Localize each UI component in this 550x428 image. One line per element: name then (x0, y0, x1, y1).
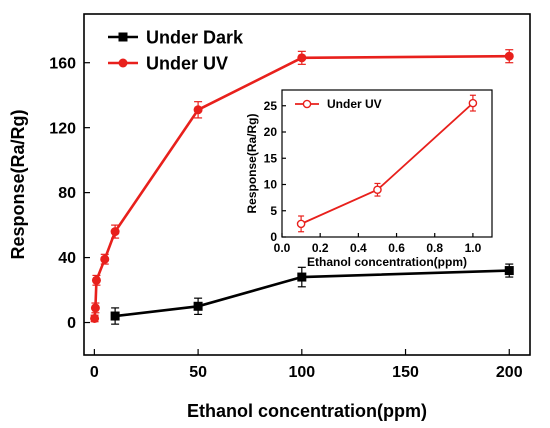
y-axis-label: Response(Ra/Rg) (245, 113, 259, 213)
series-under-dark (110, 263, 514, 325)
y-tick-label: 0 (67, 315, 76, 332)
x-axis-label: Ethanol concentration(ppm) (307, 255, 467, 269)
y-tick-label: 160 (49, 55, 76, 72)
x-tick-label: 200 (496, 364, 523, 381)
x-tick-label: 0.6 (388, 241, 405, 255)
data-point (373, 185, 382, 195)
x-tick-label: 0.2 (312, 241, 329, 255)
legend-marker (302, 99, 312, 109)
y-tick-label: 25 (264, 99, 278, 113)
x-tick-label: 0.0 (274, 241, 291, 255)
legend-marker (118, 32, 128, 42)
series-line (114, 269, 510, 318)
x-axis-label: Ethanol concentration(ppm) (187, 401, 427, 421)
legend-marker (118, 58, 128, 68)
data-point (297, 272, 307, 282)
data-point (504, 266, 514, 276)
data-point (193, 301, 203, 311)
y-axis-label: Response(Ra/Rg) (8, 109, 28, 259)
inset-background (282, 90, 492, 237)
x-tick-label: 50 (189, 364, 207, 381)
y-tick-label: 5 (270, 204, 277, 218)
plot-frame (281, 89, 493, 238)
y-tick-label: 10 (264, 178, 278, 192)
data-point (110, 311, 120, 321)
plot-frame (83, 13, 531, 356)
y-tick-label: 20 (264, 125, 278, 139)
x-tick-label: 100 (288, 364, 315, 381)
data-point (468, 98, 478, 108)
legend-entry: Under Dark (108, 27, 244, 47)
x-tick-label: 150 (392, 364, 419, 381)
series-under-uv (90, 49, 514, 323)
data-point (110, 227, 120, 237)
data-point (91, 275, 101, 285)
y-tick-label: 15 (264, 151, 278, 165)
legend-label: Under UV (146, 53, 228, 73)
legend-label: Under UV (327, 97, 382, 111)
y-tick-label: 80 (58, 185, 76, 202)
series-under-uv (296, 94, 478, 233)
data-point (193, 105, 203, 115)
data-point (297, 53, 307, 63)
data-point (296, 219, 306, 229)
y-tick-label: 120 (49, 120, 76, 137)
data-point (90, 303, 100, 313)
data-point (90, 313, 100, 323)
data-point (504, 51, 514, 61)
data-point (100, 254, 110, 264)
legend-entry: Under UV (108, 53, 228, 73)
y-tick-label: 0 (270, 230, 277, 244)
x-tick-label: 0 (90, 364, 99, 381)
x-tick-label: 1.0 (465, 241, 482, 255)
legend-label: Under Dark (146, 27, 244, 47)
inset-chart: 0.0 0.2 0.4 0.6 0.8 1.0 0 5 10 15 20 25 Ethanol conc… (245, 89, 493, 269)
x-tick-label: 0.4 (350, 241, 367, 255)
y-tick-label: 40 (58, 250, 76, 267)
legend-entry: Under UV (295, 97, 382, 111)
x-tick-label: 0.8 (426, 241, 443, 255)
